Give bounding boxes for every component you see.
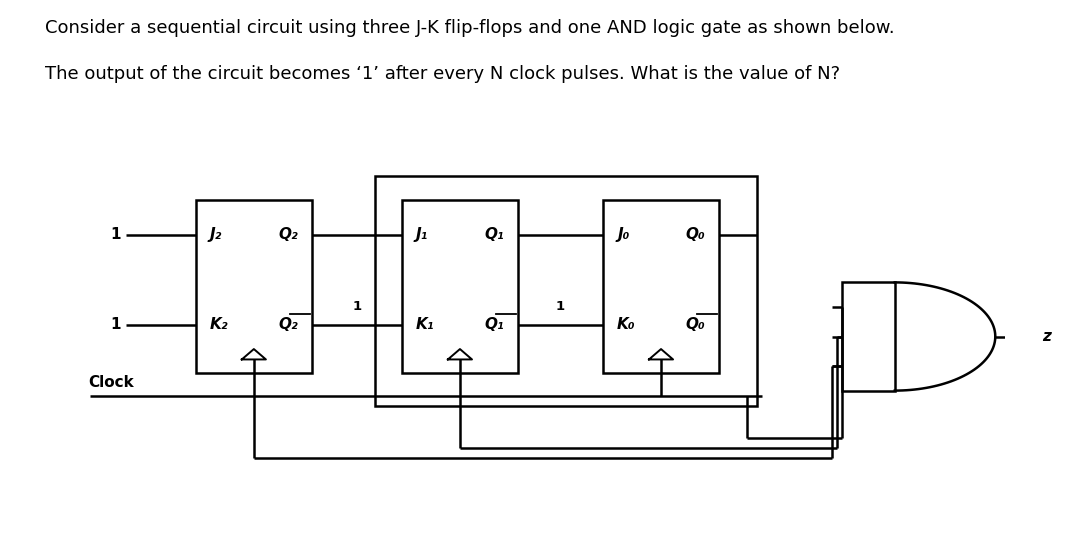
Bar: [603, 200, 718, 373]
Text: Q₀: Q₀: [685, 227, 705, 242]
Bar: [842, 282, 894, 391]
Text: 1: 1: [110, 227, 120, 242]
Text: Clock: Clock: [88, 374, 134, 390]
Text: Q₂: Q₂: [278, 318, 297, 332]
Text: K₁: K₁: [416, 318, 435, 332]
Text: 1: 1: [110, 318, 120, 332]
Text: Q₁: Q₁: [484, 318, 504, 332]
Text: J₁: J₁: [416, 227, 429, 242]
Bar: [375, 176, 757, 406]
Text: K₀: K₀: [617, 318, 635, 332]
Text: 1: 1: [556, 300, 565, 313]
Text: 1: 1: [353, 300, 361, 313]
Bar: [196, 200, 311, 373]
Text: Q₂: Q₂: [278, 227, 297, 242]
Text: Q₁: Q₁: [484, 227, 504, 242]
Text: The output of the circuit becomes ‘1’ after every N clock pulses. What is the va: The output of the circuit becomes ‘1’ af…: [45, 65, 840, 83]
Text: z: z: [1043, 329, 1051, 344]
Text: Consider a sequential circuit using three J-K flip-flops and one AND logic gate : Consider a sequential circuit using thre…: [45, 19, 894, 37]
Bar: [402, 200, 518, 373]
Text: J₀: J₀: [617, 227, 629, 242]
Text: Q₀: Q₀: [685, 318, 705, 332]
Text: K₂: K₂: [210, 318, 228, 332]
Text: J₂: J₂: [210, 227, 222, 242]
